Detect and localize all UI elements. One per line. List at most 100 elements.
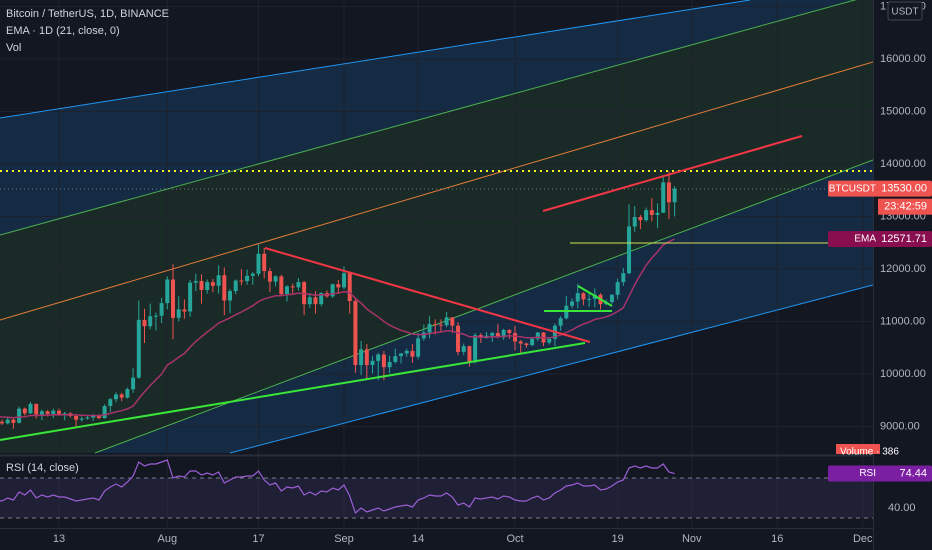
- candle-body: [666, 182, 671, 203]
- price-tag: [828, 230, 932, 247]
- channel-line: [0, 0, 857, 236]
- channel-line: [0, 0, 751, 119]
- candle-body: [547, 338, 552, 343]
- candle-body: [410, 350, 415, 357]
- candle-body: [501, 329, 506, 338]
- candle-body: [347, 273, 352, 302]
- candle-body: [513, 333, 518, 342]
- candle-body: [136, 319, 141, 378]
- candle-body: [330, 284, 335, 297]
- candle-body: [570, 301, 575, 306]
- y-tick-label: 12000.00: [880, 263, 926, 275]
- price-tag: [828, 180, 932, 197]
- candle-body: [427, 324, 432, 333]
- candle-body: [649, 210, 654, 215]
- x-tick-label: Dec: [853, 533, 873, 545]
- candle-body: [524, 343, 529, 346]
- candle-body: [615, 282, 620, 295]
- candle-body: [518, 341, 523, 344]
- candle-body: [193, 281, 198, 283]
- candle-body: [364, 349, 369, 366]
- candle-body: [558, 318, 563, 326]
- price-tag-value: 13530.00: [881, 183, 927, 195]
- x-tick-label: Oct: [506, 533, 523, 545]
- x-tick-label: 14: [412, 533, 424, 545]
- candle-body: [176, 309, 181, 318]
- candle-body: [632, 217, 637, 227]
- candle-body: [621, 273, 626, 283]
- candle-body: [530, 338, 535, 346]
- candle-body: [296, 282, 301, 288]
- candle-body: [467, 346, 472, 362]
- candle-body: [438, 324, 443, 326]
- candle-body: [142, 319, 147, 327]
- candle-body: [655, 212, 660, 215]
- candle-body: [393, 356, 398, 362]
- candle-body: [461, 346, 466, 352]
- candle-body: [34, 403, 39, 415]
- candle-body: [336, 284, 341, 288]
- candle-body: [51, 410, 56, 414]
- countdown: 23:42:59: [884, 201, 927, 213]
- candle-body: [171, 279, 175, 318]
- volume-tag-text: Volume · 386: [840, 447, 899, 458]
- title: Bitcoin / TetherUS, 1D, BINANCE: [6, 8, 169, 20]
- candle-body: [233, 280, 238, 292]
- price-tag-name: EMA: [854, 234, 876, 245]
- x-tick-label: Sep: [334, 533, 354, 545]
- candle-body: [473, 335, 478, 362]
- candle-body: [239, 280, 244, 282]
- candle-body: [399, 353, 404, 357]
- candle-body: [131, 377, 136, 390]
- candle-body: [661, 182, 666, 213]
- candle-body: [210, 282, 215, 286]
- price-axis: [873, 0, 932, 550]
- candle-body: [250, 273, 255, 276]
- candle-body: [609, 294, 614, 303]
- candle-body: [153, 315, 158, 317]
- rsi-label: RSI (14, close): [6, 462, 79, 474]
- candle-body: [381, 354, 386, 368]
- y-tick-label: 9000.00: [880, 420, 920, 432]
- trendline: [0, 342, 586, 441]
- candle-body: [279, 276, 284, 295]
- candle-body: [205, 282, 210, 290]
- candle-body: [575, 293, 580, 302]
- candle-body: [262, 253, 267, 272]
- candle-body: [387, 361, 392, 368]
- candle-body: [638, 217, 643, 221]
- ema-line: [0, 238, 675, 419]
- candle-body: [444, 317, 449, 326]
- price-tag-value: 12571.71: [881, 233, 927, 245]
- rsi-band: [0, 478, 873, 518]
- candle-body: [188, 282, 193, 312]
- x-tick-label: 19: [612, 533, 624, 545]
- x-tick-label: 17: [252, 533, 264, 545]
- drawings: [0, 0, 873, 454]
- candle-body: [307, 297, 312, 305]
- candle-body: [319, 293, 324, 305]
- candle-body: [672, 188, 677, 203]
- trendline: [264, 247, 591, 343]
- candle-body: [290, 286, 295, 288]
- candle-body: [22, 408, 27, 414]
- candle-body: [45, 411, 50, 414]
- candle-body: [285, 286, 290, 295]
- candle-body: [119, 394, 124, 398]
- x-tick-label: 16: [771, 533, 783, 545]
- candle-body: [644, 210, 649, 221]
- trendline: [577, 285, 613, 307]
- candle-body: [108, 399, 113, 407]
- volume-label: Vol: [6, 42, 21, 54]
- candle-body: [404, 350, 409, 354]
- candle-body: [495, 333, 500, 338]
- candle-body: [11, 419, 16, 423]
- candle-body: [62, 413, 67, 415]
- candle-body: [85, 417, 90, 419]
- candle-body: [228, 291, 233, 301]
- channel-fill: [0, 0, 873, 453]
- candle-body: [74, 415, 79, 420]
